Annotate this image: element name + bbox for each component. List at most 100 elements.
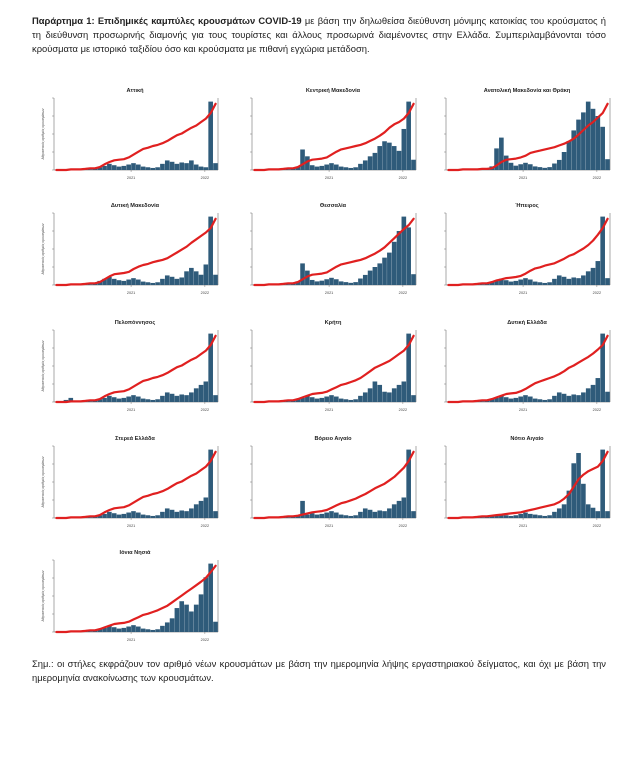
bar	[184, 395, 189, 402]
bar	[494, 280, 499, 285]
cumulative-line	[447, 450, 609, 520]
bar	[131, 163, 136, 170]
bar	[300, 149, 305, 170]
bar	[189, 267, 194, 285]
bar	[160, 625, 165, 632]
x-tick-label: 2021	[127, 408, 135, 412]
bar	[600, 449, 605, 518]
y-axis-label: Αθροιστικός αριθμός κρουσμάτων	[41, 223, 45, 274]
bar	[406, 227, 411, 285]
bar	[329, 511, 334, 518]
bar	[160, 163, 165, 170]
bar	[396, 384, 402, 402]
bar	[387, 392, 392, 402]
bar	[499, 395, 504, 402]
chart-axes	[445, 213, 611, 286]
cumulative-line	[447, 334, 609, 404]
x-tick-label: 2022	[201, 408, 209, 412]
bar	[121, 165, 127, 170]
bar	[358, 278, 363, 285]
bar	[329, 163, 334, 170]
bar	[513, 165, 519, 170]
bar	[571, 130, 577, 170]
bar	[532, 281, 538, 285]
bar	[155, 167, 160, 170]
chart-title: Ιόνια Νησιά	[119, 550, 151, 556]
chart-panel: Δυτική Μακεδονία 2021 2022 Αθροιστικός αριθ…	[40, 203, 230, 303]
bar	[552, 395, 557, 402]
bar	[600, 216, 605, 285]
chart-axes	[445, 330, 611, 403]
chart-axes	[53, 330, 219, 403]
bar	[542, 515, 548, 518]
chart-panel: Κεντρική Μακεδονία 2021 2022	[238, 88, 428, 188]
bar	[208, 101, 213, 170]
chart-svg: 2021 2022	[444, 445, 611, 528]
bar	[406, 333, 411, 402]
bar	[184, 271, 189, 285]
cumulative-line	[253, 217, 415, 287]
bar	[377, 263, 383, 285]
chart-panel: Πελοπόννησος 2021 2022 Αθροιστικός αριθμός …	[40, 320, 230, 420]
bar	[145, 167, 151, 170]
bar	[131, 395, 136, 402]
bar	[556, 275, 562, 285]
appendix-label: Παράρτημα 1:	[32, 15, 95, 26]
chart-panel: Νότιο Αιγαίο 2021 2022	[432, 436, 622, 536]
bar	[561, 276, 567, 285]
bar	[489, 282, 495, 285]
bar	[314, 398, 320, 402]
x-tick-label: 2022	[201, 638, 209, 642]
bar	[111, 397, 117, 402]
bar	[343, 399, 349, 402]
bar	[126, 279, 131, 285]
bar	[174, 395, 180, 402]
bar	[314, 166, 320, 170]
x-tick-label: 2022	[201, 176, 209, 180]
bar	[595, 261, 601, 285]
bar	[87, 169, 93, 170]
bar	[600, 126, 605, 170]
bar	[145, 282, 151, 285]
bar	[532, 514, 538, 518]
bar	[179, 277, 185, 285]
bar	[309, 165, 315, 170]
x-tick-label: 2021	[127, 176, 135, 180]
bar	[116, 628, 122, 632]
bar	[111, 278, 117, 285]
chart-panel: Κρήτη 2021 2022	[238, 320, 428, 420]
bar	[585, 271, 591, 285]
bar	[116, 398, 122, 402]
bar	[160, 278, 165, 285]
bar	[107, 511, 112, 518]
bar	[537, 167, 543, 170]
bar	[503, 280, 509, 285]
bar	[503, 397, 509, 402]
bar	[164, 275, 170, 285]
bar	[590, 384, 596, 402]
bar	[121, 280, 127, 285]
bar	[164, 160, 170, 170]
intro-text: με βάση την δηλωθείσα διεύθυνση μόνιμης …	[32, 15, 606, 55]
bar	[556, 159, 562, 170]
bar	[343, 515, 349, 518]
bar	[184, 604, 189, 632]
bar	[406, 101, 411, 170]
bar	[590, 267, 596, 285]
bar	[513, 515, 519, 518]
bar	[396, 150, 402, 170]
bar	[150, 399, 156, 402]
bar	[174, 608, 180, 632]
bar	[189, 392, 194, 402]
x-tick-label: 2022	[399, 291, 407, 295]
bar	[319, 165, 325, 170]
bar	[367, 270, 373, 285]
y-axis-label: Αθροιστικός αριθμός κρουσμάτων	[41, 570, 45, 621]
bar	[343, 282, 349, 285]
chart-svg: 2021 2022	[250, 97, 417, 180]
bar	[391, 388, 397, 402]
bar	[595, 378, 601, 402]
bar	[140, 514, 146, 518]
bar	[87, 517, 93, 518]
bar	[367, 156, 373, 170]
